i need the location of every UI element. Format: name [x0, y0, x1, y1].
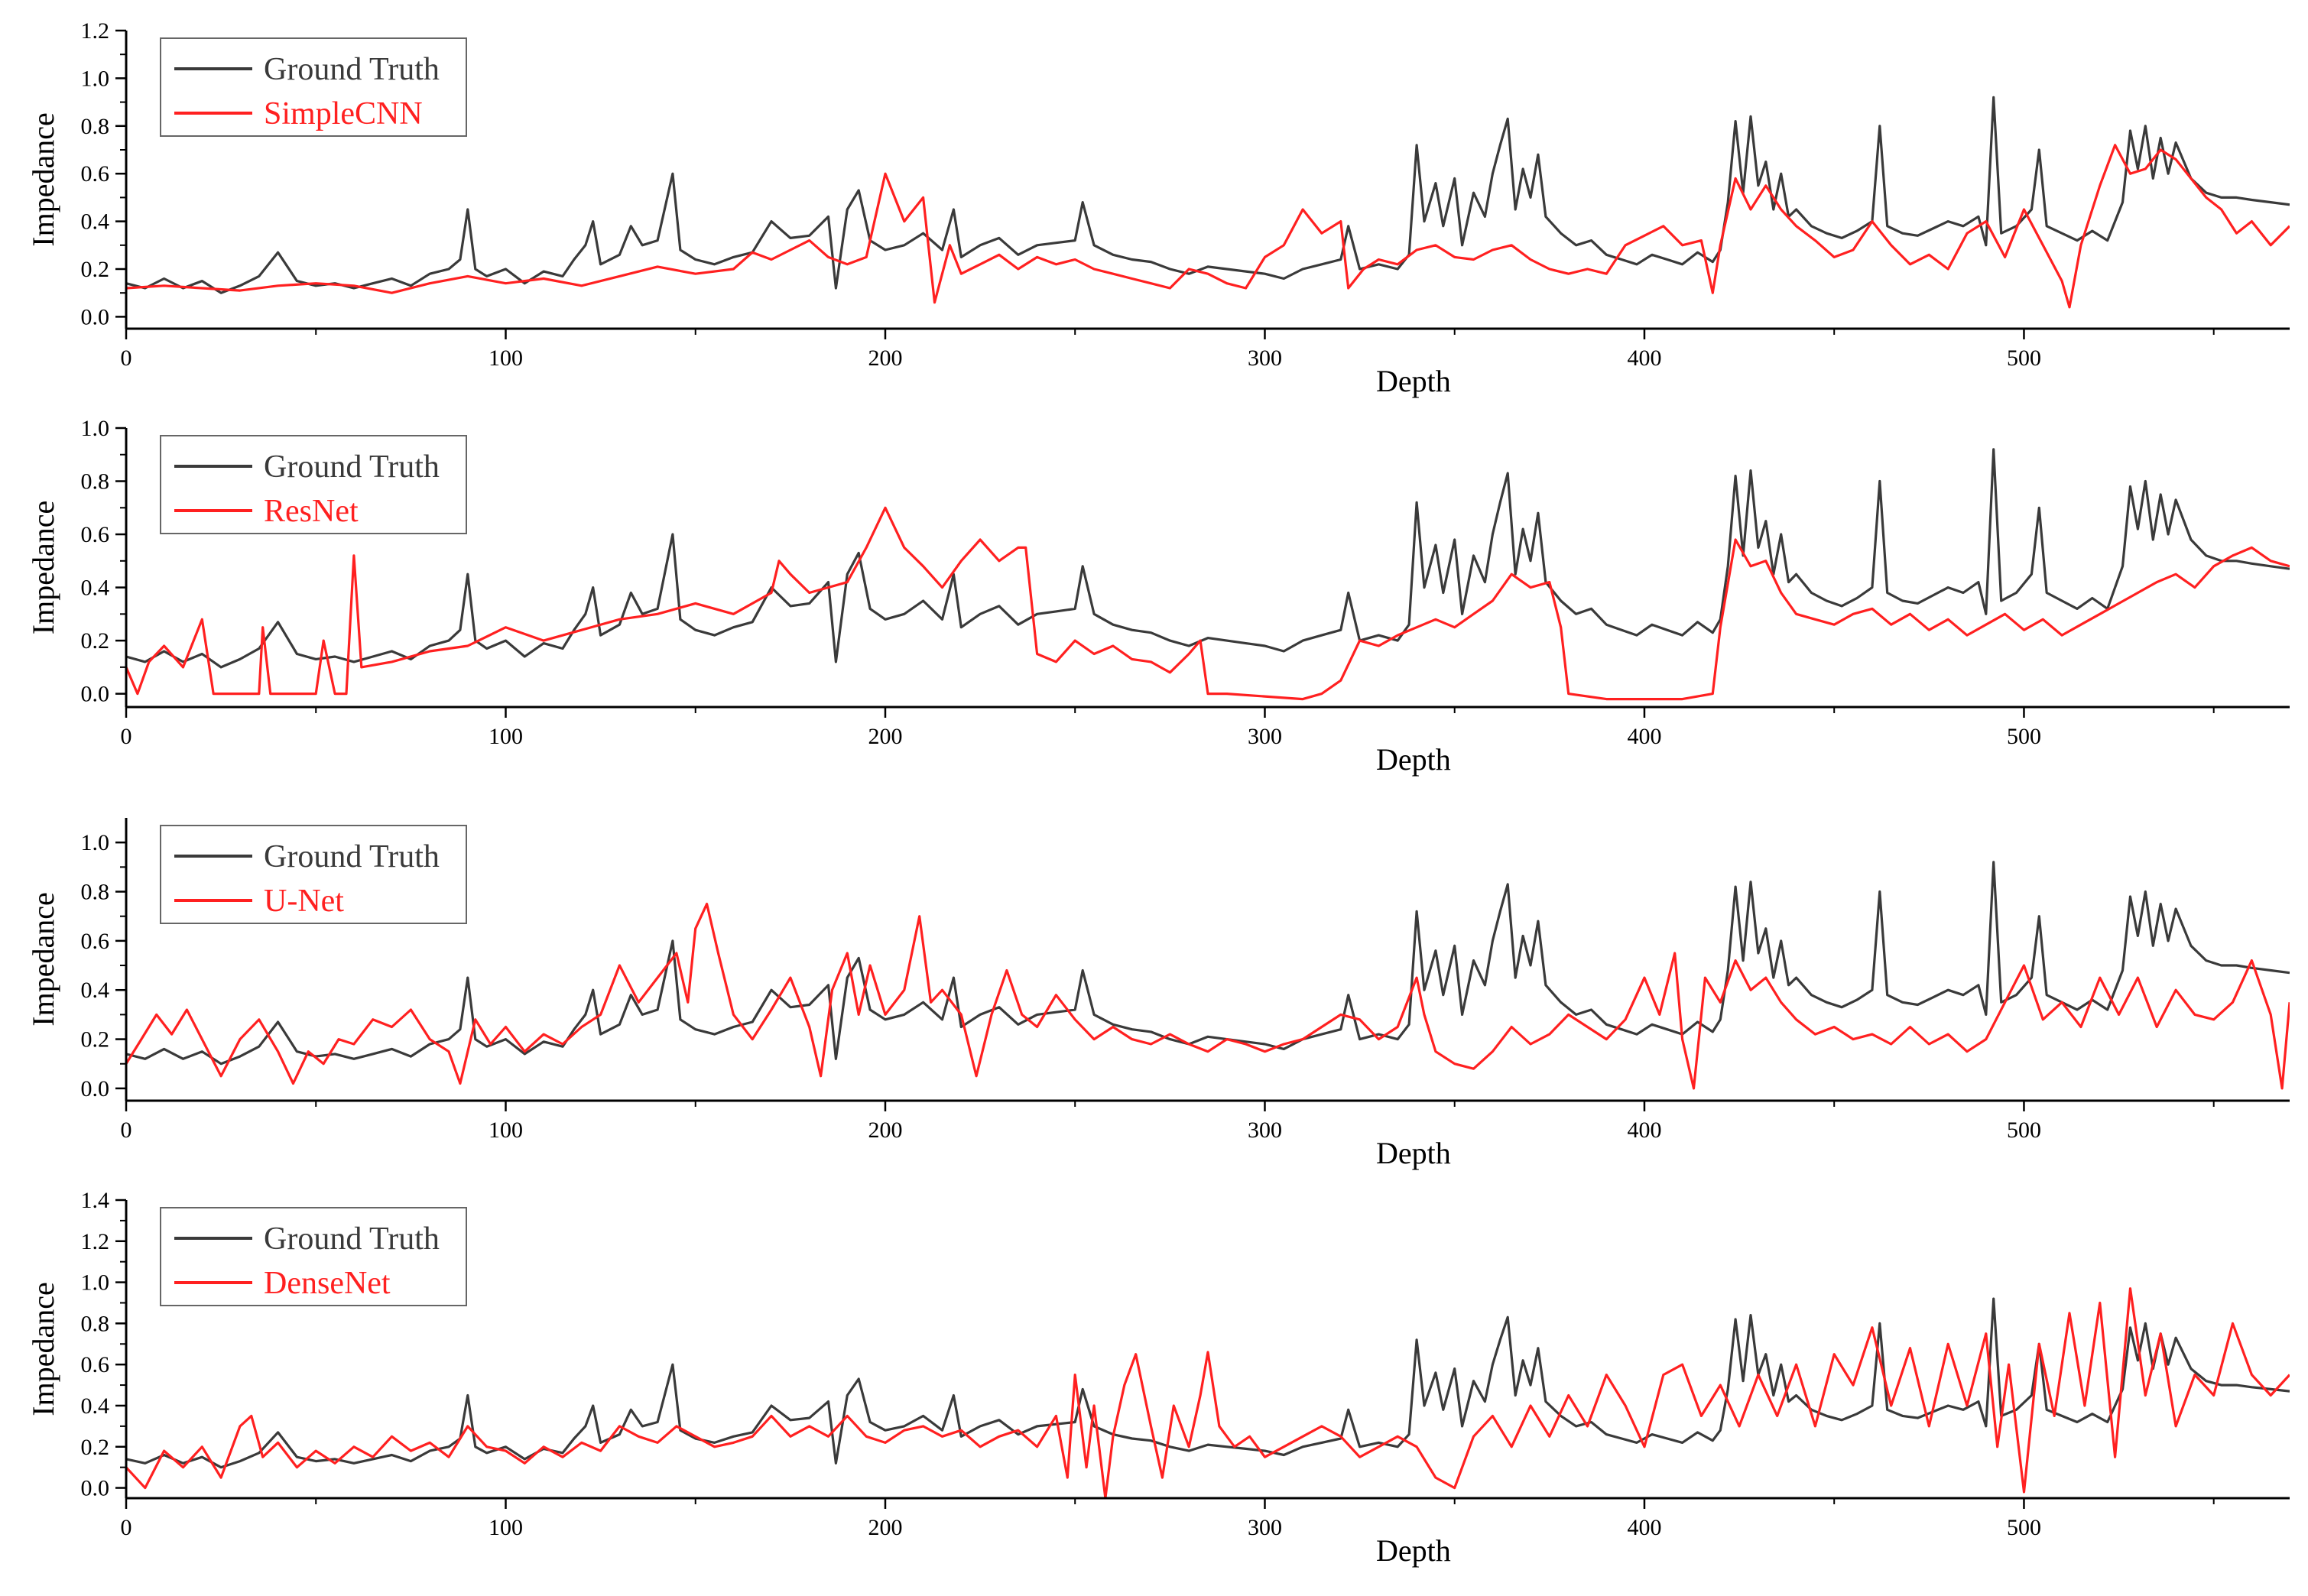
x-tick-label: 200	[868, 345, 902, 371]
y-tick-label: 0.0	[81, 1076, 110, 1101]
x-tick-label: 300	[1248, 1515, 1282, 1540]
y-tick-label: 1.2	[81, 1229, 110, 1254]
y-tick-label: 0.8	[81, 114, 110, 139]
y-tick-label: 1.4	[81, 1188, 110, 1213]
y-tick-label: 0.8	[81, 880, 110, 905]
x-tick-label: 0	[121, 1118, 132, 1143]
y-tick-label: 1.0	[81, 66, 110, 91]
x-tick-label: 300	[1248, 345, 1282, 371]
legend-label: DenseNet	[264, 1266, 391, 1301]
y-tick-label: 0.2	[81, 1435, 110, 1460]
y-tick-label: 0.8	[81, 1311, 110, 1336]
y-tick-label: 0.0	[81, 304, 110, 329]
y-tick-label: 1.0	[81, 416, 110, 441]
legend-box	[160, 1207, 467, 1306]
legend-box	[160, 435, 467, 534]
chart-panel-2: 0 100 200 300 400 500 0.0 0.2 0.4 0.6 0.8 1.0 Depth I…	[26, 416, 2290, 777]
y-tick-label: 0.2	[81, 1027, 110, 1053]
x-tick-label: 100	[489, 345, 523, 371]
y-tick-label: 1.0	[81, 1270, 110, 1296]
y-tick-label: 0.4	[81, 209, 110, 235]
chart-panel-1: 0 100 200 300 400 500 0.0 0.2 0.4 0.6 0.8 1.0 1.2 Dep…	[26, 18, 2290, 398]
y-tick-label: 0.4	[81, 1393, 110, 1419]
y-axis-title: Impedance	[26, 1282, 60, 1416]
series-line-ground-truth	[126, 861, 2290, 1066]
x-axis-title: Depth	[1376, 364, 1451, 398]
x-tick-label: 100	[489, 1515, 523, 1540]
x-tick-label: 100	[489, 1118, 523, 1143]
x-axis-title: Depth	[1376, 1533, 1451, 1568]
legend-label: Ground Truth	[264, 52, 440, 87]
x-tick-label: 500	[2007, 345, 2041, 371]
x-tick-label: 0	[121, 1515, 132, 1540]
series-line-simplecnn	[126, 144, 2290, 309]
y-axis-title: Impedance	[26, 112, 60, 246]
series-line-u-net	[126, 903, 2290, 1090]
x-tick-label: 300	[1248, 724, 1282, 749]
y-tick-label: 0.0	[81, 682, 110, 707]
series-line-ground-truth	[126, 1297, 2290, 1469]
chart-panel-4: 0 100 200 300 400 500 0.0 0.2 0.4 0.6 0.8 1.0 1.2 1.4…	[26, 1188, 2290, 1568]
legend-label: Ground Truth	[264, 839, 440, 874]
y-tick-label: 0.6	[81, 1352, 110, 1377]
legend-label: Ground Truth	[264, 1221, 440, 1257]
x-axis-title: Depth	[1376, 742, 1451, 777]
legend-label: U-Net	[264, 884, 344, 919]
x-tick-label: 400	[1627, 724, 1661, 749]
series-line-ground-truth	[126, 448, 2290, 669]
x-tick-label: 400	[1627, 345, 1661, 371]
x-tick-label: 400	[1627, 1118, 1661, 1143]
series-line-resnet	[126, 506, 2290, 701]
y-tick-label: 0.4	[81, 576, 110, 601]
y-tick-label: 0.2	[81, 628, 110, 654]
y-tick-label: 1.0	[81, 830, 110, 855]
chart-panel-3: 0 100 200 300 400 500 0.0 0.2 0.4 0.6 0.8 1.0 Depth I…	[26, 818, 2290, 1170]
x-tick-label: 400	[1627, 1515, 1661, 1540]
legend-label: ResNet	[264, 494, 359, 529]
y-tick-label: 0.6	[81, 161, 110, 187]
legend-label: SimpleCNN	[264, 96, 423, 131]
x-tick-label: 100	[489, 724, 523, 749]
x-tick-label: 200	[868, 1118, 902, 1143]
x-axis-title: Depth	[1376, 1136, 1451, 1170]
x-tick-label: 0	[121, 724, 132, 749]
x-tick-label: 500	[2007, 1118, 2041, 1143]
y-tick-label: 0.0	[81, 1476, 110, 1501]
x-tick-label: 300	[1248, 1118, 1282, 1143]
y-tick-label: 1.2	[81, 18, 110, 44]
y-tick-label: 0.2	[81, 257, 110, 282]
x-tick-label: 200	[868, 1515, 902, 1540]
y-tick-label: 0.4	[81, 978, 110, 1003]
y-axis-title: Impedance	[26, 892, 60, 1026]
series-line-densenet	[126, 1287, 2290, 1498]
y-tick-label: 0.6	[81, 929, 110, 954]
x-tick-label: 0	[121, 345, 132, 371]
series-line-ground-truth	[126, 96, 2290, 294]
x-tick-label: 200	[868, 724, 902, 749]
y-tick-label: 0.8	[81, 469, 110, 495]
y-tick-label: 0.6	[81, 522, 110, 547]
legend-label: Ground Truth	[264, 449, 440, 485]
x-tick-label: 500	[2007, 724, 2041, 749]
legend-box	[160, 825, 467, 924]
legend-box	[160, 37, 467, 137]
y-axis-title: Impedance	[26, 501, 60, 634]
x-tick-label: 500	[2007, 1515, 2041, 1540]
